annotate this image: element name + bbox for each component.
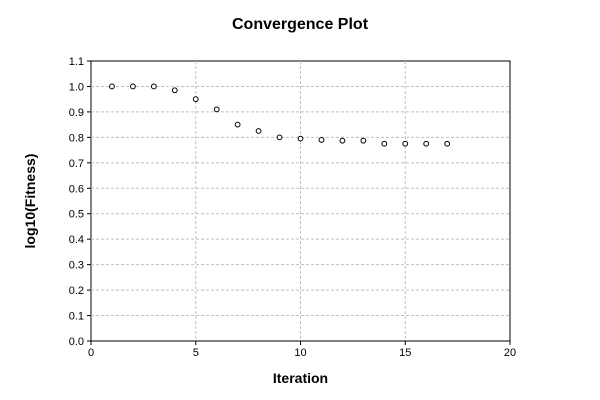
x-tick-label: 5 — [193, 347, 199, 359]
data-point — [423, 140, 430, 147]
x-tick-label: 10 — [294, 347, 306, 359]
grid-lines — [91, 61, 510, 341]
data-point — [192, 96, 199, 103]
y-tick-label: 0.1 — [69, 311, 84, 323]
data-point — [297, 135, 304, 142]
data-points — [109, 83, 451, 147]
data-point — [255, 128, 262, 134]
data-point — [130, 83, 136, 90]
data-point — [234, 121, 241, 128]
data-point — [444, 140, 451, 147]
y-tick-label: 1.0 — [69, 81, 84, 93]
y-tick-labels: 0.0 0.1 0.2 0.3 0.4 0.5 0.6 0.7 0.8 0.9 1.0 1.1 — [69, 56, 84, 348]
y-tick-label: 0.3 — [69, 260, 84, 272]
y-tick-label: 0.8 — [69, 132, 84, 144]
y-tick-label: 0.6 — [69, 183, 84, 195]
y-tick-label: 1.1 — [69, 56, 84, 68]
chart-title: Convergence Plot — [232, 16, 369, 33]
data-point — [339, 137, 346, 144]
y-axis-label: log10(Fitness) — [22, 154, 38, 249]
data-point — [402, 140, 409, 147]
y-tick-label: 0.0 — [69, 336, 84, 348]
data-point — [150, 83, 157, 90]
data-point — [318, 137, 325, 143]
data-point — [360, 137, 367, 144]
y-tick-label: 0.2 — [69, 285, 84, 297]
axis-ticks — [87, 60, 511, 345]
x-tick-labels: 0 5 10 15 20 — [88, 347, 516, 359]
y-tick-label: 0.5 — [69, 209, 84, 221]
data-point — [276, 134, 283, 141]
y-tick-label: 0.7 — [69, 158, 84, 170]
y-tick-label: 0.9 — [69, 107, 84, 119]
x-axis-label: Iteration — [273, 370, 328, 386]
x-tick-label: 0 — [88, 347, 94, 359]
x-tick-label: 15 — [399, 347, 411, 359]
x-tick-label: 20 — [504, 347, 516, 359]
y-tick-label: 0.4 — [69, 234, 84, 246]
data-point — [109, 83, 115, 90]
data-point — [381, 140, 388, 147]
data-point — [213, 106, 220, 113]
data-point — [171, 87, 178, 94]
